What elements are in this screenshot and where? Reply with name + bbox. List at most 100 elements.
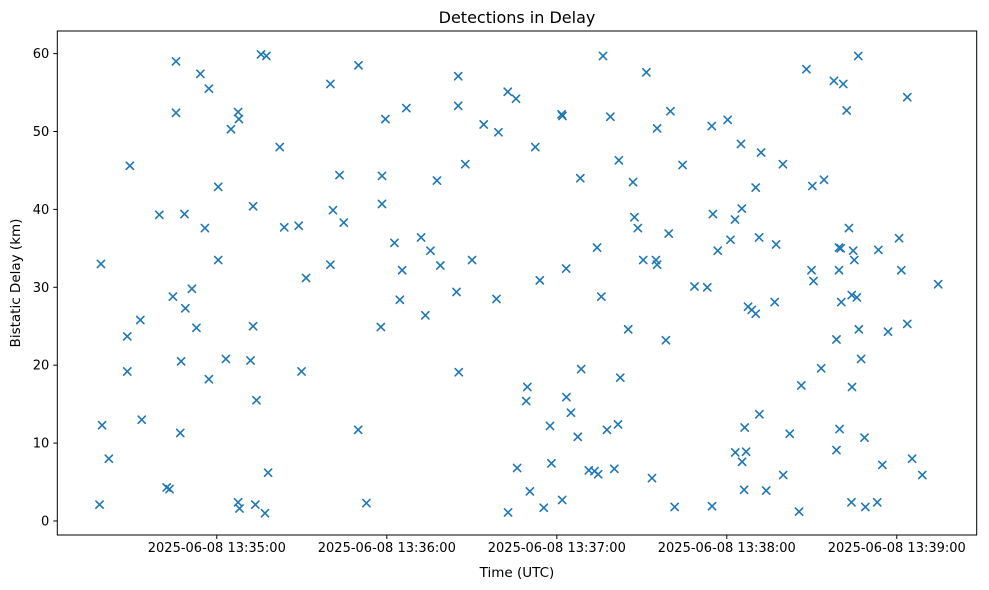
data-point-marker: [328, 205, 338, 215]
data-point-marker: [771, 240, 781, 249]
data-point-marker: [761, 486, 771, 495]
data-point-marker: [609, 464, 619, 474]
data-point-marker: [452, 287, 461, 297]
data-point-marker: [248, 321, 258, 331]
data-point-marker: [250, 500, 260, 510]
data-point-marker: [539, 503, 549, 513]
data-point-marker: [576, 364, 586, 374]
data-point-marker: [596, 292, 606, 302]
data-point-marker: [670, 502, 680, 512]
data-point-marker: [122, 331, 132, 341]
data-point-marker: [460, 159, 470, 169]
data-point-marker: [494, 127, 503, 137]
data-point-marker: [835, 424, 844, 434]
data-point-marker: [377, 171, 387, 181]
data-point-marker: [326, 79, 335, 89]
data-point-marker: [739, 485, 749, 495]
y-tick-label: 20: [33, 359, 50, 374]
data-point-marker: [176, 356, 186, 366]
data-point-marker: [723, 115, 733, 125]
data-point-marker: [613, 419, 623, 429]
data-point-marker: [807, 181, 817, 191]
data-point-marker: [180, 303, 190, 313]
data-point-marker: [390, 238, 399, 248]
data-point-marker: [702, 282, 712, 292]
data-point-marker: [354, 60, 363, 70]
data-point-marker: [652, 260, 662, 270]
data-point-marker: [602, 425, 612, 435]
data-point-marker: [135, 315, 145, 325]
data-point-marker: [339, 218, 349, 228]
data-point-marker: [848, 246, 858, 256]
data-point-marker: [521, 396, 531, 406]
data-point-marker: [275, 142, 285, 152]
data-point-marker: [395, 295, 405, 305]
data-point-marker: [492, 294, 501, 304]
data-point-marker: [754, 233, 764, 242]
data-point-marker: [204, 374, 214, 384]
data-point-marker: [353, 425, 363, 435]
data-point-marker: [829, 76, 839, 86]
data-point-marker: [511, 94, 521, 104]
data-points: [95, 49, 943, 518]
data-point-marker: [856, 354, 866, 364]
data-point-marker: [641, 67, 651, 77]
x-tick-label: 2025-06-08 13:36:00: [318, 541, 456, 556]
data-point-marker: [836, 243, 846, 253]
data-point-marker: [778, 159, 788, 169]
data-point-marker: [376, 322, 386, 332]
data-point-marker: [832, 445, 841, 455]
data-point-marker: [246, 356, 255, 365]
data-point-marker: [235, 504, 244, 513]
data-point-marker: [213, 255, 223, 265]
x-tick-label: 2025-06-08 13:37:00: [488, 541, 626, 556]
data-point-marker: [416, 233, 426, 242]
data-point-marker: [512, 463, 522, 473]
data-point-marker: [192, 323, 201, 333]
data-point-marker: [707, 501, 717, 511]
data-point-marker: [454, 367, 464, 377]
data-point-marker: [894, 233, 904, 243]
data-point-marker: [125, 161, 135, 171]
data-point-marker: [751, 183, 761, 192]
data-point-marker: [796, 381, 806, 390]
data-point-marker: [453, 101, 463, 111]
data-point-marker: [522, 382, 532, 392]
data-point-marker: [557, 495, 567, 505]
data-point-marker: [860, 502, 870, 512]
data-point-marker: [707, 121, 717, 131]
data-point-marker: [503, 87, 513, 97]
data-point-marker: [503, 508, 513, 517]
data-point-marker: [802, 64, 811, 74]
data-point-marker: [593, 469, 603, 479]
data-point-marker: [896, 265, 906, 275]
data-point-marker: [902, 319, 912, 329]
data-point-marker: [854, 324, 864, 334]
data-point-marker: [847, 290, 857, 300]
data-point-marker: [638, 255, 648, 265]
data-point-marker: [137, 415, 147, 425]
data-point-marker: [380, 114, 390, 124]
data-point-marker: [623, 324, 633, 334]
data-point-marker: [154, 210, 164, 220]
data-point-marker: [592, 243, 602, 252]
data-point-marker: [849, 255, 859, 265]
data-point-marker: [842, 106, 852, 115]
y-tick-label: 30: [33, 281, 50, 296]
data-point-marker: [168, 292, 178, 302]
data-point-marker: [175, 428, 185, 438]
data-point-marker: [847, 382, 857, 392]
data-point-marker: [633, 223, 643, 233]
data-point-marker: [853, 51, 863, 61]
data-point-marker: [401, 103, 411, 113]
data-point-marker: [819, 175, 829, 185]
y-tick-label: 0: [41, 514, 49, 529]
data-point-marker: [628, 177, 638, 187]
data-point-marker: [233, 107, 243, 117]
data-point-marker: [326, 260, 335, 270]
data-point-marker: [453, 71, 463, 81]
data-point-marker: [598, 51, 608, 61]
data-point-marker: [834, 265, 844, 275]
data-point-marker: [794, 507, 804, 517]
